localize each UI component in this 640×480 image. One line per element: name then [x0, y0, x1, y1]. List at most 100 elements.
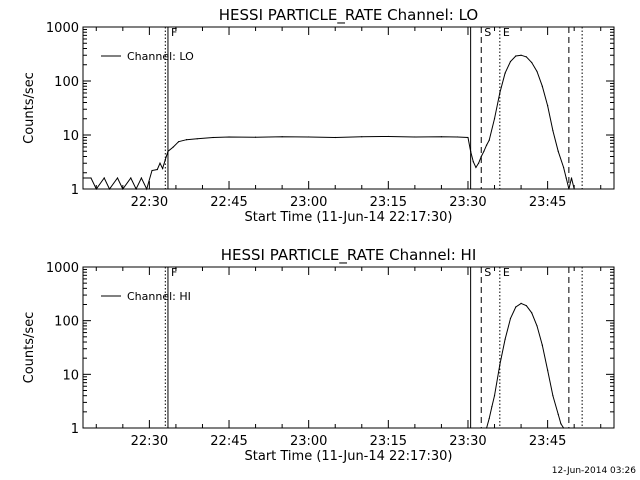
lo-data-point — [467, 136, 469, 139]
hi-chart-title: HESSI PARTICLE_RATE Channel: HI — [221, 246, 477, 265]
hi-y-tick-label: 10 — [62, 368, 79, 383]
lo-data-point — [565, 177, 567, 179]
hi-plot-frame — [82, 266, 615, 429]
hi-y-tick-label: 1 — [71, 422, 79, 437]
particle-rate-lo-chart: HESSI PARTICLE_RATE Channel: LO 22:30 22:4… — [22, 6, 615, 225]
lo-data-point — [116, 177, 119, 179]
lo-data-point — [472, 161, 474, 163]
hi-data-point — [485, 427, 488, 429]
lo-event-marker-label: S — [484, 26, 491, 39]
hi-data-point — [541, 344, 543, 346]
lo-x-tick-label: 23:30 — [449, 195, 486, 210]
hi-data-point — [509, 317, 512, 320]
hi-data-point — [488, 417, 490, 420]
lo-data-point — [177, 141, 180, 143]
lo-data-point — [82, 177, 84, 179]
hi-data-point — [515, 306, 517, 308]
hi-data-point — [499, 364, 501, 366]
hi-data-point — [552, 395, 554, 397]
lo-data-point — [162, 167, 164, 170]
lo-data-point — [509, 60, 512, 63]
lo-y-tick-label: 1 — [71, 183, 79, 198]
lo-data-point — [164, 159, 166, 161]
lo-data-point — [387, 135, 389, 138]
lo-data-point — [493, 118, 496, 120]
lo-data-point — [172, 146, 174, 148]
hi-data-point — [562, 427, 565, 429]
lo-x-axis-label: Start Time (11-Jun-14 22:17:30) — [245, 210, 453, 225]
hi-y-axis-label: Counts/sec — [22, 312, 37, 384]
lo-data-point — [456, 136, 458, 138]
lo-data-point — [185, 139, 188, 141]
lo-data-point — [196, 138, 198, 140]
lo-data-point — [130, 177, 132, 179]
hi-y-tick-label: 100 — [54, 315, 79, 330]
particle-rate-hi-chart: HESSI PARTICLE_RATE Channel: HI 22:30 22:4… — [22, 246, 615, 464]
lo-data-point — [212, 136, 214, 139]
lo-chart-title: HESSI PARTICLE_RATE Channel: LO — [219, 6, 478, 25]
hi-data-point — [557, 413, 559, 415]
hi-data-point — [525, 305, 527, 307]
lo-data-point — [488, 139, 490, 141]
lo-data-point — [90, 177, 92, 179]
hi-data-point — [536, 325, 538, 327]
lo-data-point — [552, 130, 554, 132]
hi-data-point — [493, 395, 496, 397]
lo-data-point — [334, 136, 336, 139]
hi-data-point — [520, 302, 522, 304]
lo-data-point — [159, 162, 161, 164]
lo-data-point — [541, 85, 543, 87]
lo-data-point — [470, 150, 472, 152]
lo-legend-label: Channel: LO — [127, 50, 194, 63]
lo-data-point — [504, 72, 506, 74]
hi-series-line — [486, 302, 565, 429]
lo-x-tick-label: 22:45 — [210, 195, 247, 210]
lo-data-point — [135, 188, 137, 190]
lo-y-axis-label: Counts/sec — [22, 72, 37, 144]
hi-y-tick-label: 1000 — [46, 261, 79, 276]
lo-data-point — [483, 150, 485, 152]
hi-event-marker-label: S — [484, 266, 491, 279]
lo-data-point — [95, 188, 97, 190]
hi-x-tick-label: 23:00 — [290, 434, 327, 449]
lo-data-point — [562, 166, 565, 169]
hi-x-axis-label: Start Time (11-Jun-14 22:17:30) — [245, 449, 453, 464]
hi-x-tick-label: 23:15 — [370, 434, 407, 449]
hi-event-marker-label: E — [503, 266, 510, 279]
lo-data-point — [547, 105, 549, 107]
hi-data-point — [547, 369, 549, 371]
lo-data-point — [361, 136, 363, 138]
lo-data-point — [167, 150, 169, 152]
hi-data-point — [504, 338, 506, 340]
hi-event-marker-label: F — [171, 266, 177, 279]
lo-data-point — [499, 92, 501, 94]
hi-x-tick-label: 23:45 — [529, 434, 566, 449]
lo-data-point — [228, 136, 230, 138]
lo-x-tick-label: 23:45 — [529, 195, 566, 210]
lo-data-point — [146, 188, 148, 190]
lo-plot-frame — [82, 26, 615, 190]
lo-data-point — [525, 56, 527, 58]
lo-y-tick-label: 10 — [62, 129, 79, 144]
hi-data-point — [531, 312, 533, 314]
lo-data-point — [477, 162, 480, 164]
lo-data-point — [480, 155, 482, 158]
lo-data-point — [122, 188, 124, 190]
lo-data-point — [531, 61, 533, 64]
hi-legend-label: Channel: HI — [127, 290, 191, 303]
lo-data-point — [254, 136, 257, 138]
lo-data-point — [536, 70, 538, 73]
lo-data-point — [151, 169, 153, 172]
lo-data-point — [156, 168, 158, 171]
lo-data-point — [103, 177, 105, 179]
lo-x-tick-label: 22:30 — [131, 195, 168, 210]
lo-data-point — [568, 188, 570, 190]
hi-x-tick-label: 23:30 — [449, 434, 486, 449]
lo-event-marker-label: F — [171, 26, 177, 39]
lo-data-point — [520, 54, 522, 56]
lo-data-point — [573, 188, 575, 190]
lo-data-point — [515, 55, 517, 57]
hi-x-tick-label: 22:45 — [210, 434, 247, 449]
lo-data-point — [414, 136, 416, 138]
